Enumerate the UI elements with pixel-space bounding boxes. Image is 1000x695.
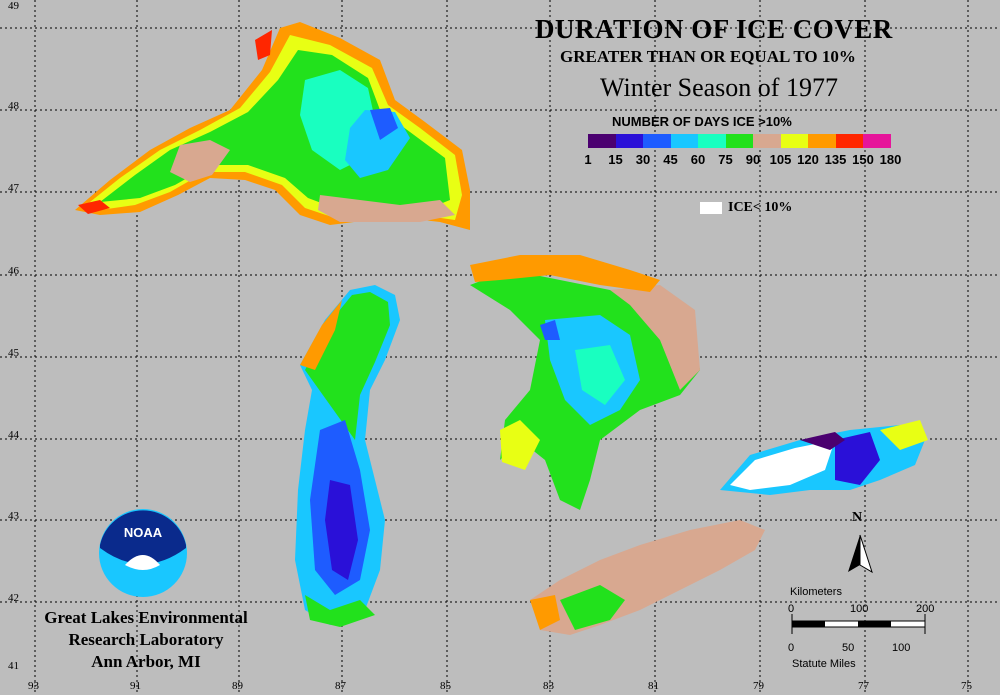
lat-tick: 48 xyxy=(8,100,19,112)
north-arrow xyxy=(848,534,873,574)
lon-tick: 81 xyxy=(648,680,659,692)
lake-erie xyxy=(530,520,765,635)
lon-tick: 91 xyxy=(130,680,141,692)
org-line-2: Research Laboratory xyxy=(68,630,224,649)
scale-bar xyxy=(791,614,926,634)
lake-superior xyxy=(75,22,470,230)
legend-label: 180 xyxy=(879,152,902,167)
legend-labels: 1 15 30 45 60 75 90 105 120 135 150 180 xyxy=(580,152,940,168)
scale-km-tick: 200 xyxy=(916,603,935,615)
noaa-logo xyxy=(99,509,187,597)
lake-ontario xyxy=(720,420,928,495)
legend-swatch xyxy=(670,134,698,148)
legend-label: 1 xyxy=(584,152,592,167)
legend-label: 45 xyxy=(663,152,678,167)
legend-label: 30 xyxy=(635,152,651,167)
lat-tick: 43 xyxy=(8,510,19,522)
legend-swatch xyxy=(615,134,643,148)
ice-less-label: ICE< 10% xyxy=(728,200,793,215)
lake-huron xyxy=(470,255,700,510)
scale-km-tick: 0 xyxy=(788,603,795,615)
lon-tick: 83 xyxy=(543,680,554,692)
lat-tick: 41 xyxy=(8,660,19,672)
legend-label: 15 xyxy=(608,152,623,167)
legend-swatch xyxy=(808,134,836,148)
lon-tick: 79 xyxy=(753,680,764,692)
legend-label: 75 xyxy=(718,152,733,167)
noaa-logo-text: NOAA xyxy=(124,525,163,540)
scale-mi-label: Statute Miles xyxy=(792,658,856,670)
legend-label: 135 xyxy=(824,152,847,167)
scale-mi-tick: 50 xyxy=(842,642,855,654)
map-subtitle: GREATER THAN OR EQUAL TO 10% xyxy=(560,47,856,66)
legend-swatch xyxy=(588,134,616,148)
org-line-1: Great Lakes Environmental xyxy=(44,608,248,627)
scale-km-tick: 100 xyxy=(850,603,869,615)
legend-swatch xyxy=(835,134,863,148)
lon-tick: 77 xyxy=(858,680,869,692)
scale-mi-tick: 0 xyxy=(788,642,795,654)
lon-tick: 93 xyxy=(28,680,39,692)
legend-label: 120 xyxy=(797,152,819,167)
legend-label: 150 xyxy=(852,152,874,167)
ice-less-swatch xyxy=(700,202,722,214)
lat-tick: 46 xyxy=(8,265,19,277)
lat-tick: 49 xyxy=(8,0,19,12)
lat-tick: 44 xyxy=(8,429,19,441)
legend-label: 90 xyxy=(745,152,761,167)
lon-tick: 85 xyxy=(440,680,451,692)
lon-tick: 89 xyxy=(232,680,243,692)
north-label: N xyxy=(852,510,863,525)
season-title: Winter Season of 1977 xyxy=(600,73,838,102)
legend-title: NUMBER OF DAYS ICE >10% xyxy=(612,114,792,129)
legend-swatch xyxy=(780,134,808,148)
legend-label: 105 xyxy=(769,152,792,167)
map-title: DURATION OF ICE COVER xyxy=(535,14,893,44)
lon-tick: 87 xyxy=(335,680,346,692)
legend-swatch xyxy=(863,134,891,148)
org-line-3: Ann Arbor, MI xyxy=(91,652,201,671)
legend-swatch xyxy=(643,134,671,148)
scale-km-label: Kilometers xyxy=(790,586,842,598)
legend-swatches xyxy=(588,134,891,148)
lake-michigan xyxy=(295,285,400,627)
legend-swatch xyxy=(753,134,781,148)
lat-tick: 42 xyxy=(8,592,19,604)
scale-mi-tick: 100 xyxy=(892,642,911,654)
lat-tick: 45 xyxy=(8,347,19,359)
lon-tick: 75 xyxy=(961,680,972,692)
legend-swatch xyxy=(725,134,753,148)
legend-label: 60 xyxy=(690,152,706,167)
legend-swatch xyxy=(698,134,726,148)
lat-tick: 47 xyxy=(8,182,19,194)
